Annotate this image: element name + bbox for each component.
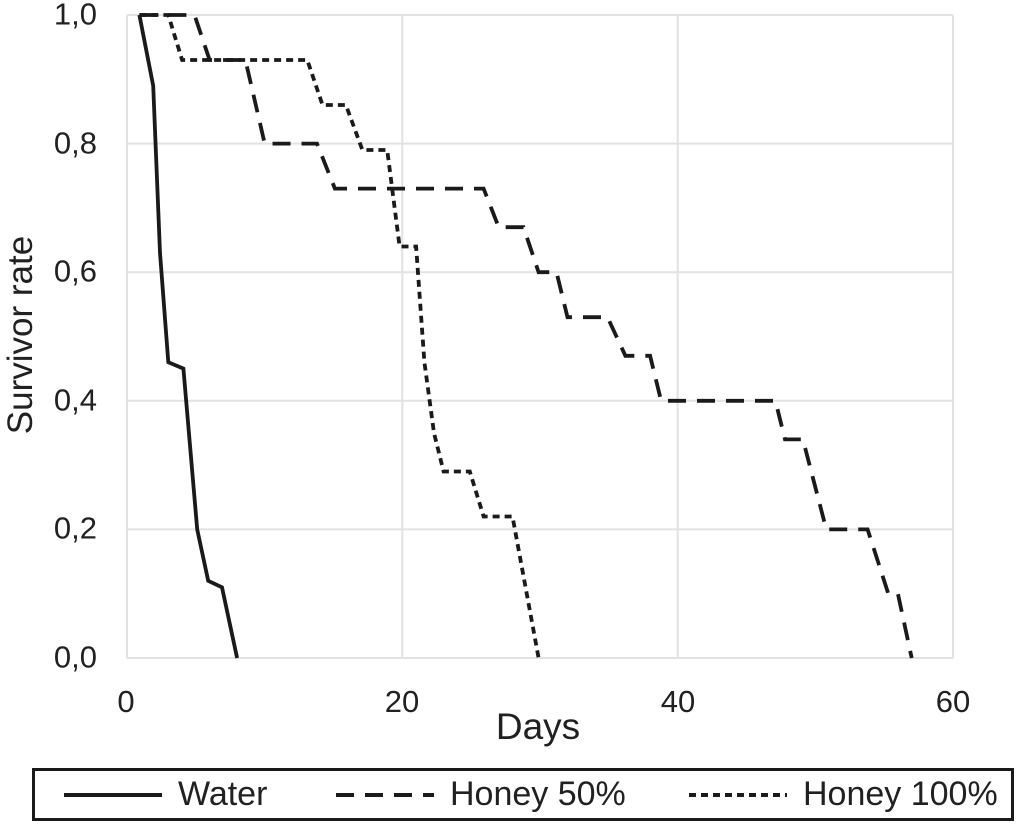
x-tick-label: 20 bbox=[384, 684, 420, 719]
x-tick-label: 40 bbox=[660, 684, 696, 719]
x-axis-title: Days bbox=[495, 706, 581, 747]
water-line-sample-icon bbox=[64, 792, 162, 797]
honey-50-line-sample-icon bbox=[336, 792, 434, 797]
y-tick-label: 0,8 bbox=[53, 125, 97, 161]
legend-item-honey-50: Honey 50% bbox=[335, 771, 626, 818]
honey-100-line-sample-icon bbox=[689, 792, 787, 797]
y-tick-label: 1,0 bbox=[53, 0, 97, 32]
y-tick-label: 0,0 bbox=[53, 639, 97, 675]
y-tick-label: 0,2 bbox=[53, 510, 97, 546]
legend-item-honey-100: Honey 100% bbox=[688, 771, 998, 818]
legend-item-water: Water bbox=[63, 771, 267, 818]
x-tick-label: 0 bbox=[117, 684, 135, 719]
y-tick-label: 0,4 bbox=[53, 382, 97, 418]
legend-label-honey-100: Honey 100% bbox=[803, 775, 998, 813]
x-tick-label: 60 bbox=[935, 684, 971, 719]
legend-label-honey-50: Honey 50% bbox=[450, 775, 626, 813]
legend-box: Water Honey 50% Honey 100% bbox=[32, 768, 1014, 821]
y-tick-label: 0,6 bbox=[53, 253, 97, 289]
legend-label-water: Water bbox=[178, 775, 268, 813]
y-axis-title: Survivor rate bbox=[1, 235, 40, 435]
